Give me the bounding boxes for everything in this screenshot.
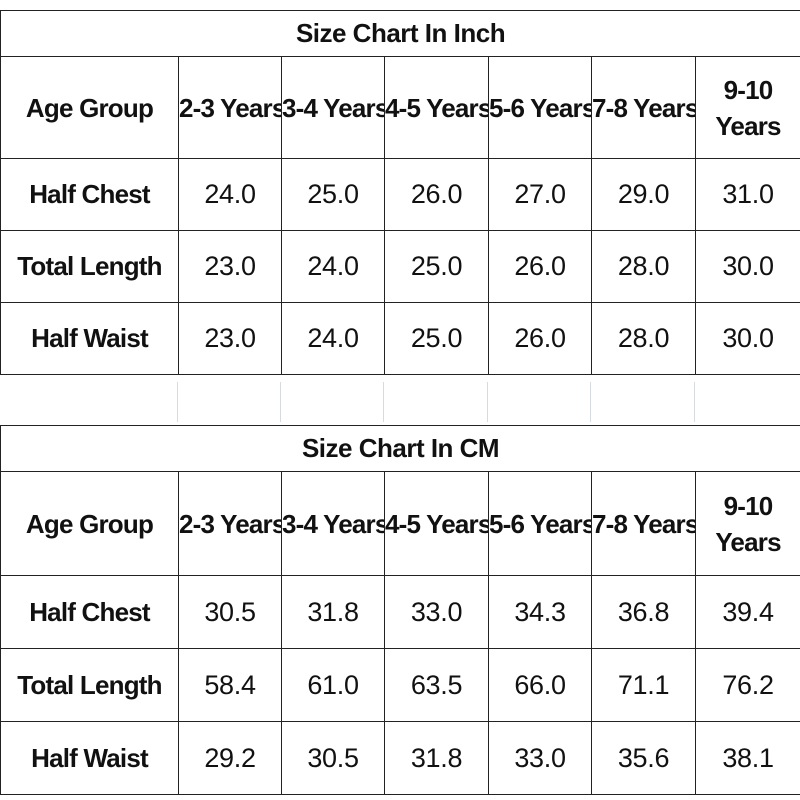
spacer-cell [281, 382, 384, 422]
table-row: Half Waist 29.2 30.5 31.8 33.0 35.6 38.1 [0, 721, 800, 795]
table-cell: 29.2 [178, 721, 282, 795]
table-cell: 33.0 [488, 721, 592, 795]
table-cell: 26.0 [488, 302, 592, 375]
table-cell: 25.0 [281, 158, 385, 231]
spacer-cell [591, 382, 695, 422]
table-cell: 28.0 [591, 230, 696, 303]
row-label: Total Length [0, 230, 179, 303]
table-row: Total Length 23.0 24.0 25.0 26.0 28.0 30… [0, 230, 800, 303]
row-label: Half Chest [0, 158, 179, 231]
inch-header-age-group: Age Group [0, 56, 179, 159]
inch-table-title: Size Chart In Inch [0, 10, 800, 57]
table-cell: 30.5 [178, 575, 282, 649]
table-cell: 39.4 [694, 575, 800, 649]
inch-col-header: 2-3 Years [178, 56, 282, 159]
spacer-cell [488, 382, 591, 422]
table-cell: 34.3 [488, 575, 592, 649]
table-cell: 71.1 [591, 648, 696, 722]
cm-header-age-group: Age Group [0, 471, 179, 576]
table-cell: 31.8 [384, 721, 489, 795]
table-cell: 38.1 [694, 721, 800, 795]
inch-col-header: 3-4 Years [281, 56, 385, 159]
table-cell: 31.0 [694, 158, 800, 231]
inch-size-table: Size Chart In Inch Age Group 2-3 Years 3… [0, 10, 800, 375]
table-cell: 27.0 [488, 158, 592, 231]
spacer-row [0, 382, 800, 422]
table-cell: 30.5 [281, 721, 385, 795]
table-cell: 76.2 [694, 648, 800, 722]
spacer-cell [0, 382, 178, 422]
table-cell: 24.0 [281, 230, 385, 303]
cm-col-header: 5-6 Years [488, 471, 592, 576]
spacer-cell [384, 382, 488, 422]
table-cell: 30.0 [694, 302, 800, 375]
table-cell: 25.0 [384, 302, 489, 375]
table-cell: 36.8 [591, 575, 696, 649]
table-row: Half Waist 23.0 24.0 25.0 26.0 28.0 30.0 [0, 302, 800, 375]
cm-col-header: 7-8 Years [591, 471, 696, 576]
row-label: Half Chest [0, 575, 179, 649]
inch-col-header: 5-6 Years [488, 56, 592, 159]
cm-col-header: 4-5 Years [384, 471, 489, 576]
table-row: Total Length 58.4 61.0 63.5 66.0 71.1 76… [0, 648, 800, 722]
spacer-cell [178, 382, 281, 422]
table-cell: 26.0 [488, 230, 592, 303]
cm-table-title: Size Chart In CM [0, 425, 800, 472]
row-label: Total Length [0, 648, 179, 722]
cm-col-header: 3-4 Years [281, 471, 385, 576]
table-cell: 33.0 [384, 575, 489, 649]
inch-col-header: 4-5 Years [384, 56, 489, 159]
table-cell: 29.0 [591, 158, 696, 231]
row-label: Half Waist [0, 302, 179, 375]
table-cell: 30.0 [694, 230, 800, 303]
inch-col-header: 9-10 Years [694, 56, 800, 159]
table-cell: 63.5 [384, 648, 489, 722]
table-cell: 23.0 [178, 230, 282, 303]
cm-col-header: 2-3 Years [178, 471, 282, 576]
table-cell: 58.4 [178, 648, 282, 722]
row-label: Half Waist [0, 721, 179, 795]
table-cell: 26.0 [384, 158, 489, 231]
cm-size-table: Size Chart In CM Age Group 2-3 Years 3-4… [0, 425, 800, 795]
cm-col-header: 9-10 Years [694, 471, 800, 576]
table-cell: 23.0 [178, 302, 282, 375]
table-cell: 61.0 [281, 648, 385, 722]
table-row: Half Chest 30.5 31.8 33.0 34.3 36.8 39.4 [0, 575, 800, 649]
inch-header-row: Age Group 2-3 Years 3-4 Years 4-5 Years … [0, 56, 800, 159]
table-cell: 24.0 [281, 302, 385, 375]
inch-col-header: 7-8 Years [591, 56, 696, 159]
table-cell: 28.0 [591, 302, 696, 375]
table-cell: 35.6 [591, 721, 696, 795]
table-row: Half Chest 24.0 25.0 26.0 27.0 29.0 31.0 [0, 158, 800, 231]
cm-header-row: Age Group 2-3 Years 3-4 Years 4-5 Years … [0, 471, 800, 576]
table-cell: 31.8 [281, 575, 385, 649]
table-cell: 24.0 [178, 158, 282, 231]
table-cell: 66.0 [488, 648, 592, 722]
table-cell: 25.0 [384, 230, 489, 303]
